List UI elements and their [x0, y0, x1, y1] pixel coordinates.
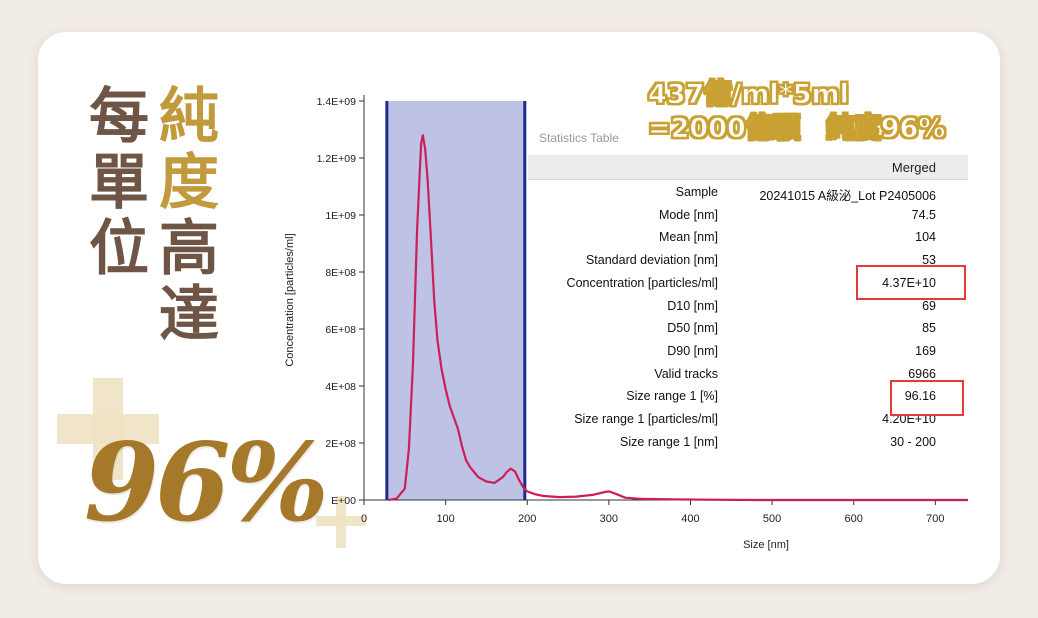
headline-char: 每 — [89, 82, 149, 152]
row-value: 53 — [922, 253, 936, 268]
row-label: D90 [nm] — [667, 343, 718, 358]
row-label: Standard deviation [nm] — [585, 253, 718, 268]
table-row: D50 [nm] 85 — [528, 318, 968, 340]
statistics-table-title: Statistics Table — [539, 131, 619, 145]
headline-char: 單 — [89, 148, 149, 218]
column-header-merged: Merged — [891, 160, 936, 175]
row-label: D50 [nm] — [667, 321, 718, 336]
row-label: Size range 1 [particles/ml] — [574, 412, 718, 426]
table-row: Mode [nm] 74.5 — [528, 205, 968, 227]
y-tick-label: 1.4E+09 — [317, 96, 357, 108]
y-tick-label: 4E+08 — [325, 381, 356, 393]
row-label: Valid tracks — [654, 366, 718, 381]
distribution-curve — [388, 134, 968, 502]
headline-column-2: 純 度 高 達 — [156, 84, 222, 348]
y-tick-label: 6E+08 — [325, 324, 356, 336]
x-tick-label: 0 — [361, 513, 367, 525]
x-tick-label: 400 — [681, 513, 699, 525]
y-axis-label: Concentration [particles/ml] — [284, 233, 296, 366]
plus-decoration-icon — [57, 414, 159, 444]
big-percent: 96% — [84, 420, 329, 546]
row-label: Mean [nm] — [658, 230, 718, 245]
row-label: Mode [nm] — [658, 207, 718, 222]
size-range-highlight-box — [890, 380, 964, 416]
row-value: 4.37E+10 — [882, 275, 936, 290]
x-tick-label: 500 — [763, 513, 781, 525]
table-row: D90 [nm] 169 — [528, 341, 968, 363]
x-tick-label: 700 — [926, 513, 944, 525]
y-tick-label: 1E+09 — [325, 210, 356, 222]
y-tick-label: 1.2E+09 — [317, 153, 357, 165]
table-row: Concentration [particles/ml] 4.37E+10 — [528, 273, 968, 295]
table-row: D10 [nm] 69 — [528, 296, 968, 318]
x-axis-label: Size [nm] — [743, 539, 789, 551]
callout-line-1: 437億/ml*5ml — [648, 79, 850, 110]
x-tick-label: 300 — [600, 513, 618, 525]
callout-line-2: =2000億顆 純度96% — [647, 113, 946, 144]
row-value: 96.16 — [904, 389, 936, 404]
headline-char-gold: 度 — [159, 148, 219, 218]
x-tick-label: 100 — [436, 513, 454, 525]
plus-decoration-icon — [316, 516, 366, 526]
y-tick-label: 2E+08 — [325, 438, 356, 450]
table-row: Valid tracks 6966 — [528, 364, 968, 386]
row-value: 85 — [922, 321, 936, 336]
headline-char: 位 — [89, 214, 149, 284]
statistics-table-header: Merged — [528, 155, 968, 180]
table-row: Sample 20241015 A級泌_Lot P2405006 — [528, 182, 968, 204]
row-label: Size range 1 [nm] — [620, 434, 718, 449]
row-label: Sample — [675, 185, 718, 199]
x-tick-label: 200 — [518, 513, 536, 525]
table-row: Size range 1 [nm] 30 - 200 — [528, 432, 968, 454]
row-value: 6966 — [908, 366, 936, 381]
table-row: Standard deviation [nm] 53 — [528, 250, 968, 272]
headline-char-gold: 純 — [159, 82, 219, 152]
y-tick-label: 8E+08 — [325, 267, 356, 279]
row-label: D10 [nm] — [667, 298, 718, 313]
row-value: 30 - 200 — [890, 434, 936, 449]
row-value: 20241015 A級泌_Lot P2405006 — [759, 189, 936, 203]
headline-column-1: 每 單 位 — [86, 84, 152, 282]
row-label: Concentration [particles/ml] — [566, 275, 718, 290]
row-value: 74.5 — [911, 207, 936, 222]
row-value: 169 — [915, 343, 936, 358]
x-tick-label: 600 — [845, 513, 863, 525]
size-range-band — [386, 101, 525, 500]
row-value: 104 — [915, 230, 936, 245]
headline-char: 達 — [159, 280, 219, 350]
concentration-highlight-box — [856, 265, 966, 300]
row-label: Size range 1 [%] — [626, 389, 718, 404]
headline-char: 高 — [159, 214, 219, 284]
table-row: Size range 1 [%] 96.16 — [528, 386, 968, 408]
row-value: 69 — [922, 298, 936, 313]
y-tick-label: E+00 — [331, 495, 356, 507]
table-row: Mean [nm] 104 — [528, 227, 968, 249]
